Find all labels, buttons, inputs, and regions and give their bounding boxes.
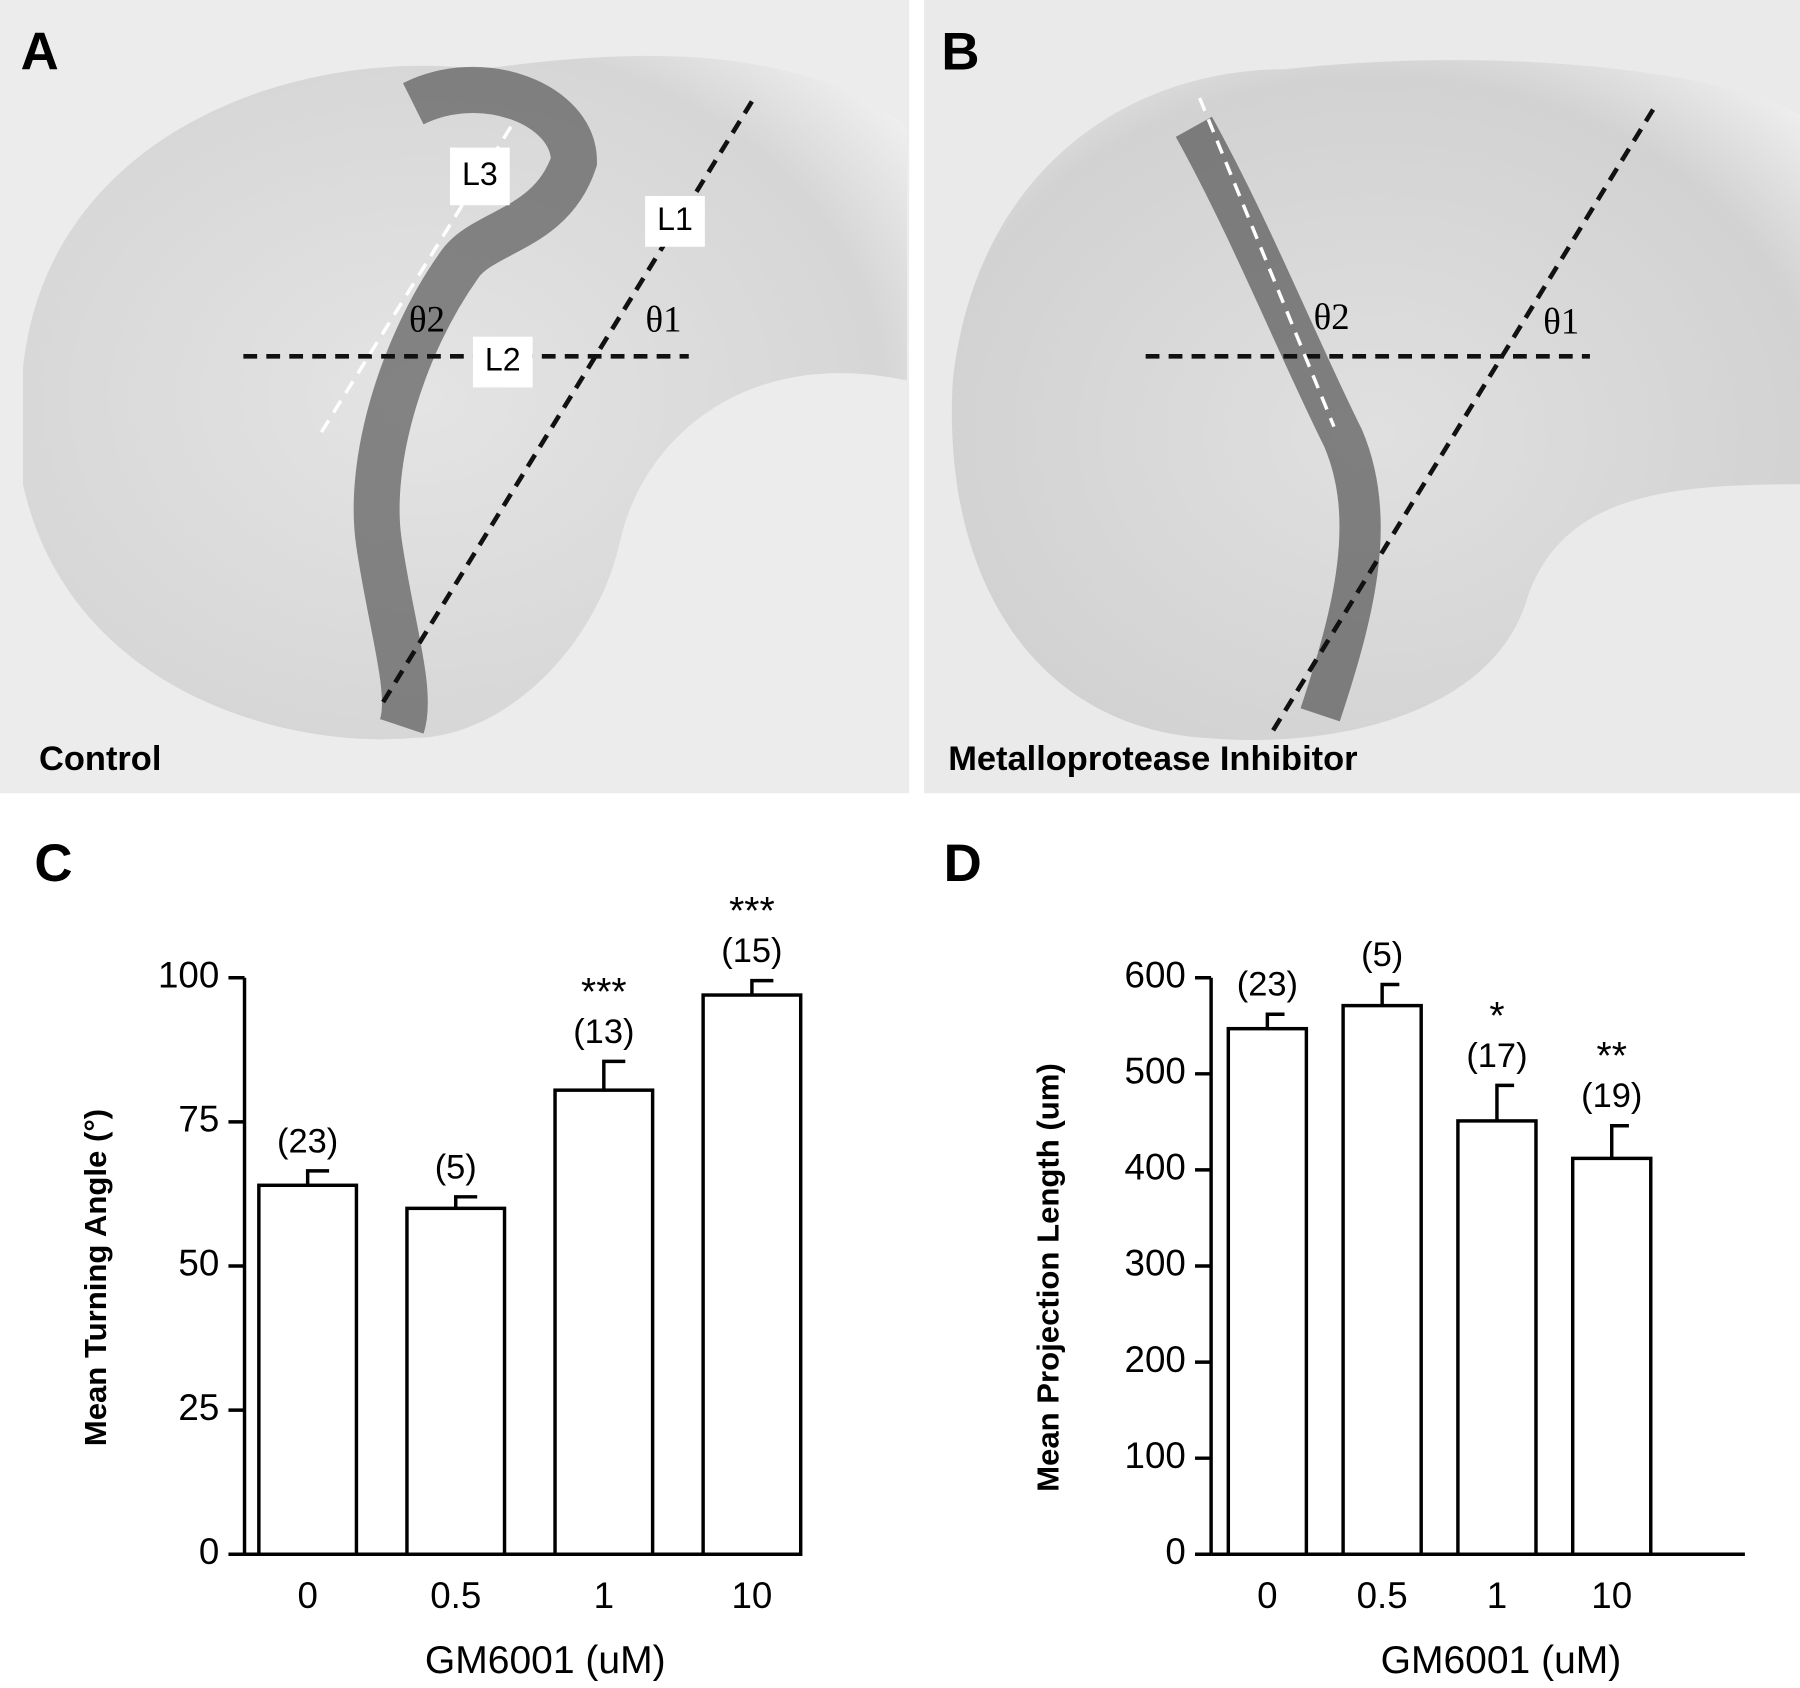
axon-bundle xyxy=(1175,116,1381,722)
line-l3 xyxy=(317,125,513,437)
x-tick-label: 0.5 xyxy=(430,1575,481,1616)
bar xyxy=(1226,1026,1309,1556)
y-tick-label: 75 xyxy=(178,1099,219,1140)
bar xyxy=(257,1183,359,1556)
bar xyxy=(701,993,803,1556)
error-bar xyxy=(750,978,774,996)
x-tick-label: 1 xyxy=(594,1575,614,1616)
annotation: L1 xyxy=(657,201,693,237)
annotation: θ2 xyxy=(1314,296,1350,337)
y-axis-label: Mean Turning Angle (°) xyxy=(78,1109,113,1446)
error-bar xyxy=(1610,1123,1629,1159)
count-label: (15) xyxy=(721,932,782,970)
bar xyxy=(405,1206,507,1556)
x-tick-label: 0 xyxy=(1257,1575,1277,1616)
error-bar xyxy=(305,1169,330,1186)
count-label: (19) xyxy=(1581,1077,1642,1115)
panel-label: D xyxy=(944,834,982,893)
significance-label: * xyxy=(1489,995,1504,1038)
panel-label: B xyxy=(941,22,979,81)
x-tick-label: 0.5 xyxy=(1357,1575,1408,1616)
significance-label: *** xyxy=(581,971,627,1014)
count-label: (23) xyxy=(277,1122,338,1160)
caption: Control xyxy=(39,740,161,778)
panel-label: C xyxy=(34,834,72,893)
panel-b: θ2 θ1 B Metalloprotease Inhibitor xyxy=(924,0,1800,794)
tissue xyxy=(951,60,1800,741)
error-bar xyxy=(1495,1083,1515,1121)
bar xyxy=(553,1088,655,1556)
annotation: θ1 xyxy=(1543,301,1579,342)
bar xyxy=(1570,1156,1653,1556)
panel-label: A xyxy=(21,22,59,81)
count-label: (5) xyxy=(435,1148,477,1186)
y-tick-label: 500 xyxy=(1125,1051,1186,1092)
panel-a: L3 L1 θ2 θ1 L2 A Control xyxy=(0,0,910,794)
y-tick-label: 200 xyxy=(1125,1339,1186,1380)
annotation: θ2 xyxy=(409,298,445,339)
label-box xyxy=(472,336,533,388)
y-tick-label: 400 xyxy=(1125,1147,1186,1188)
x-tick-label: 1 xyxy=(1487,1575,1507,1616)
x-tick-label: 10 xyxy=(1591,1575,1632,1616)
line-l3 xyxy=(1198,97,1336,428)
y-tick-label: 600 xyxy=(1125,954,1186,995)
error-bar xyxy=(1265,1012,1285,1029)
annotation: L3 xyxy=(462,156,498,192)
count-label: (17) xyxy=(1466,1037,1527,1075)
x-tick-label: 10 xyxy=(731,1575,772,1616)
significance-label: ** xyxy=(1597,1035,1627,1078)
y-axis-label: Mean Projection Length (um) xyxy=(1031,1063,1066,1492)
y-tick-label: 0 xyxy=(1165,1531,1185,1572)
y-tick-label: 100 xyxy=(1125,1435,1186,1476)
x-tick-label: 0 xyxy=(297,1575,317,1616)
count-label: (13) xyxy=(573,1013,634,1051)
label-box xyxy=(450,147,510,206)
y-tick-label: 50 xyxy=(178,1243,219,1284)
label-box xyxy=(645,196,705,247)
bar xyxy=(1456,1119,1538,1556)
y-tick-label: 0 xyxy=(199,1531,219,1572)
count-label: (23) xyxy=(1237,966,1298,1004)
x-axis-label: GM6001 (uM) xyxy=(425,1639,666,1682)
annotation: L2 xyxy=(485,342,521,378)
error-bar xyxy=(602,1059,626,1091)
annotation: θ1 xyxy=(646,298,682,339)
y-tick-label: 300 xyxy=(1125,1243,1186,1284)
y-tick-label: 100 xyxy=(158,954,219,995)
axon-bundle xyxy=(353,67,597,734)
error-bar xyxy=(454,1195,478,1209)
count-label: (5) xyxy=(1361,936,1403,974)
caption: Metalloprotease Inhibitor xyxy=(948,740,1357,778)
y-tick-label: 25 xyxy=(178,1387,219,1428)
error-bar xyxy=(1380,982,1400,1006)
bar xyxy=(1341,1003,1423,1556)
significance-label: *** xyxy=(729,890,775,933)
x-axis-label: GM6001 (uM) xyxy=(1381,1639,1622,1682)
line-l1 xyxy=(1266,108,1656,740)
